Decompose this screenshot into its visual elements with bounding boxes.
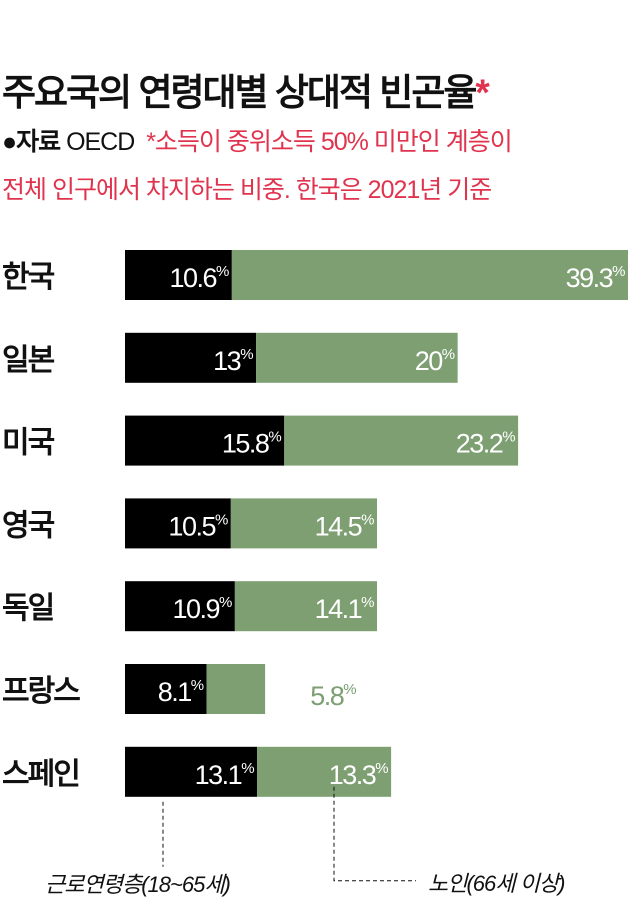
- legend-leader-elderly: [333, 786, 416, 882]
- source-line: ●자료 OECD *소득이 중위소득 50% 미만인 계층이: [2, 128, 513, 156]
- category-label: 프랑스: [2, 675, 80, 708]
- legend-elderly: 노인(66세 이상): [428, 871, 565, 896]
- footnote: *소득이 중위소득 50% 미만인 계층이: [146, 128, 513, 156]
- bar-working-age: [125, 581, 235, 632]
- bar-elderly: [256, 332, 458, 383]
- value-label-elderly: 23.2%: [456, 429, 516, 459]
- category-label: 영국: [2, 509, 55, 542]
- legend-working-age: 근로연령층(18~65세): [45, 872, 231, 897]
- category-label: 일본: [2, 344, 55, 377]
- bar-elderly: [257, 746, 392, 797]
- bar-working-age: [125, 332, 257, 383]
- category-label: 스페인: [2, 758, 79, 791]
- bar-working-age: [125, 746, 258, 797]
- bar-working-age: [125, 250, 232, 300]
- chart-title: 주요국의 연령대별 상대적 빈곤율*: [2, 72, 490, 113]
- category-label: 한국: [2, 261, 55, 294]
- category-label: 미국: [2, 427, 55, 460]
- bar-elderly: [284, 415, 519, 466]
- bar-elderly: [206, 664, 266, 714]
- bar-working-age: [125, 498, 231, 549]
- category-label: 독일: [2, 592, 54, 625]
- bar-working-age: [125, 664, 207, 714]
- bar-working-age: [125, 415, 285, 466]
- footnote-cont: 전체 인구에서 차지하는 비중. 한국은 2021년 기준: [2, 176, 492, 204]
- bar-elderly: [231, 250, 628, 300]
- value-label-elderly: 5.8%: [310, 681, 356, 711]
- bar-elderly: [234, 581, 377, 632]
- bar-elderly: [230, 498, 377, 549]
